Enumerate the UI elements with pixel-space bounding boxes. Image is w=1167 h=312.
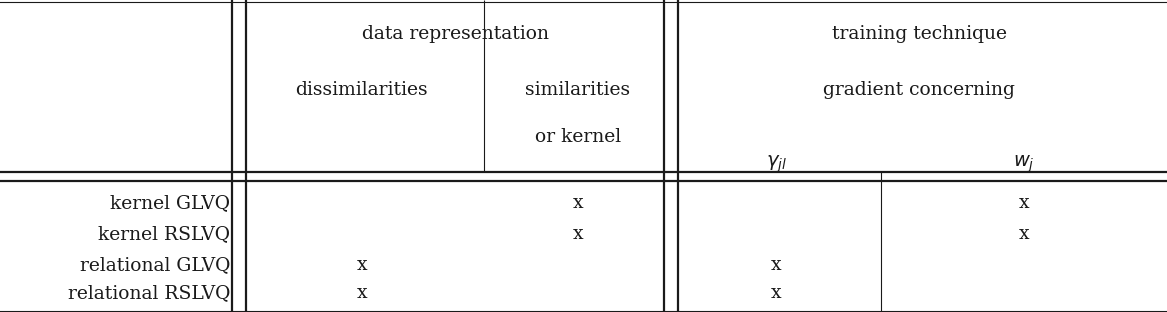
Text: data representation: data representation bbox=[362, 25, 548, 43]
Text: gradient concerning: gradient concerning bbox=[823, 81, 1015, 100]
Text: similarities: similarities bbox=[525, 81, 630, 100]
Text: relational GLVQ: relational GLVQ bbox=[79, 256, 230, 274]
Text: $w_j$: $w_j$ bbox=[1013, 153, 1035, 174]
Text: x: x bbox=[1019, 194, 1029, 212]
Text: relational RSLVQ: relational RSLVQ bbox=[68, 284, 230, 302]
Text: x: x bbox=[770, 284, 782, 302]
Text: x: x bbox=[572, 225, 584, 243]
Text: or kernel: or kernel bbox=[534, 128, 621, 146]
Text: kernel RSLVQ: kernel RSLVQ bbox=[98, 225, 230, 243]
Text: x: x bbox=[356, 284, 368, 302]
Text: $\gamma_{jl}$: $\gamma_{jl}$ bbox=[766, 153, 787, 174]
Text: x: x bbox=[572, 194, 584, 212]
Text: x: x bbox=[356, 256, 368, 274]
Text: dissimilarities: dissimilarities bbox=[295, 81, 428, 100]
Text: kernel GLVQ: kernel GLVQ bbox=[110, 194, 230, 212]
Text: x: x bbox=[1019, 225, 1029, 243]
Text: x: x bbox=[770, 256, 782, 274]
Text: training technique: training technique bbox=[832, 25, 1006, 43]
